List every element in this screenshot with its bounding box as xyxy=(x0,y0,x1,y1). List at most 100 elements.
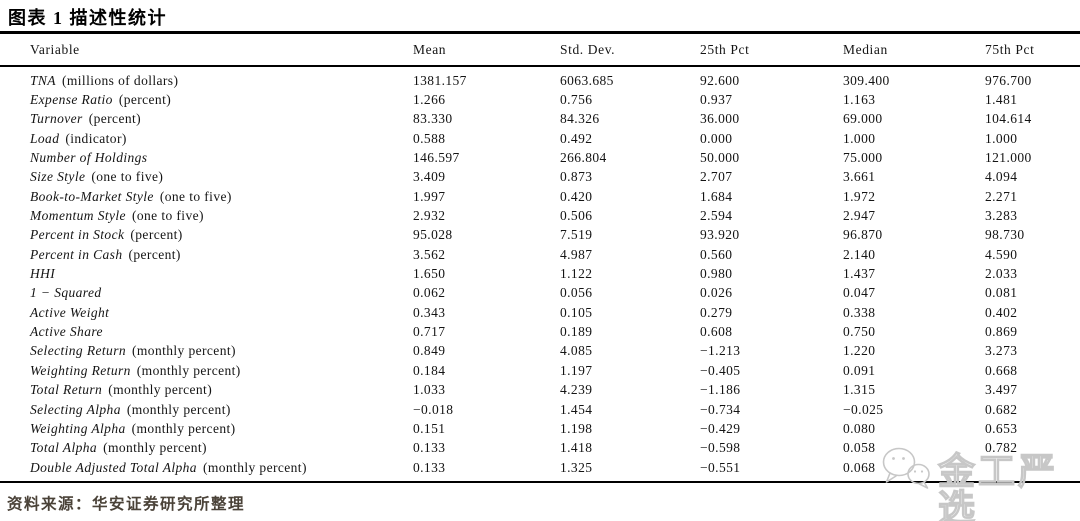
median-cell: 1.437 xyxy=(843,266,876,282)
pct25-cell: 93.920 xyxy=(700,227,740,243)
variable-name: Total Return xyxy=(30,382,103,398)
mean-cell: 0.133 xyxy=(413,459,446,475)
pct75-cell: 0.668 xyxy=(985,362,1018,378)
std-dev-cell: 4.085 xyxy=(560,343,593,359)
std-dev-cell: 0.056 xyxy=(560,285,593,301)
variable-name: Momentum Style xyxy=(30,208,126,224)
variable-name: Selecting Alpha xyxy=(30,401,121,417)
variable-name: Double Adjusted Total Alpha xyxy=(30,459,197,475)
pct25-cell: 36.000 xyxy=(700,111,740,127)
std-dev-cell: 6063.685 xyxy=(560,72,614,88)
col-header-std-dev: Std. Dev. xyxy=(560,42,616,57)
pct25-cell: −0.429 xyxy=(700,420,741,436)
pct75-cell: 0.402 xyxy=(985,304,1018,320)
median-cell: 309.400 xyxy=(843,72,890,88)
table-row: Weighting Return (monthly percent) 0.184 … xyxy=(0,361,1080,380)
pct25-cell: 0.980 xyxy=(700,266,733,282)
variable-cell: Double Adjusted Total Alpha (monthly perc… xyxy=(30,460,413,476)
pct25-cell: −0.405 xyxy=(700,362,741,378)
mean-cell: 1.997 xyxy=(413,188,446,204)
median-cell: 1.972 xyxy=(843,188,876,204)
table-row: Momentum Style (one to five) 2.932 0.506 … xyxy=(0,206,1080,225)
table-row: Load (indicator) 0.588 0.492 0.000 1.000 … xyxy=(0,129,1080,148)
std-dev-cell: 7.519 xyxy=(560,227,593,243)
pct75-cell: 1.481 xyxy=(985,92,1018,108)
median-cell: 0.047 xyxy=(843,285,876,301)
figure-title: 图表 1 描述性统计 xyxy=(8,8,167,28)
median-cell: 3.661 xyxy=(843,169,876,185)
variable-cell: Expense Ratio (percent) xyxy=(30,92,413,108)
table-row: Turnover (percent) 83.330 84.326 36.000 6… xyxy=(0,110,1080,129)
median-cell: 2.947 xyxy=(843,208,876,224)
table-header-row: Variable Mean Std. Dev. 25th Pct Median … xyxy=(0,42,1080,58)
pct25-cell: 92.600 xyxy=(700,72,740,88)
median-cell: 0.080 xyxy=(843,420,876,436)
table-row: Active Weight 0.343 0.105 0.279 0.338 0.… xyxy=(0,303,1080,322)
variable-cell: Load (indicator) xyxy=(30,131,413,147)
median-cell: 96.870 xyxy=(843,227,883,243)
mean-cell: 0.184 xyxy=(413,362,446,378)
pct75-cell: 3.497 xyxy=(985,382,1018,398)
mean-cell: 1.033 xyxy=(413,382,446,398)
mean-cell: 83.330 xyxy=(413,111,453,127)
table-row: TNA (millions of dollars) 1381.157 6063.6… xyxy=(0,71,1080,90)
pct75-cell: 104.614 xyxy=(985,111,1032,127)
variable-unit: (monthly percent) xyxy=(136,362,241,378)
variable-cell: Selecting Alpha (monthly percent) xyxy=(30,402,413,418)
pct25-cell: 0.608 xyxy=(700,324,733,340)
table-row: Weighting Alpha (monthly percent) 0.151 1… xyxy=(0,419,1080,438)
pct25-cell: −0.734 xyxy=(700,401,741,417)
mean-cell: 1381.157 xyxy=(413,72,467,88)
mean-cell: 1.266 xyxy=(413,92,446,108)
variable-unit: (percent) xyxy=(130,227,183,243)
table-body: TNA (millions of dollars) 1381.157 6063.6… xyxy=(0,71,1080,477)
variable-name: Number of Holdings xyxy=(30,150,148,166)
pct25-cell: 1.684 xyxy=(700,188,733,204)
mean-cell: 1.650 xyxy=(413,266,446,282)
median-cell: 1.220 xyxy=(843,343,876,359)
variable-name: Weighting Alpha xyxy=(30,420,126,436)
median-cell: −0.025 xyxy=(843,401,884,417)
col-header-75th-pct: 75th Pct xyxy=(985,42,1035,57)
pct75-cell: 1.000 xyxy=(985,130,1018,146)
pct25-cell: 0.026 xyxy=(700,285,733,301)
mean-cell: 0.062 xyxy=(413,285,446,301)
variable-name: Book-to-Market Style xyxy=(30,188,154,204)
pct25-cell: −1.186 xyxy=(700,382,741,398)
variable-cell: HHI xyxy=(30,266,413,282)
mean-cell: 0.849 xyxy=(413,343,446,359)
median-cell: 1.315 xyxy=(843,382,876,398)
variable-unit: (monthly percent) xyxy=(126,401,231,417)
std-dev-cell: 1.418 xyxy=(560,440,593,456)
variable-unit: (one to five) xyxy=(159,188,232,204)
mean-cell: 95.028 xyxy=(413,227,453,243)
variable-name: Weighting Return xyxy=(30,362,131,378)
pct25-cell: 0.937 xyxy=(700,92,733,108)
table-row: Percent in Stock (percent) 95.028 7.519 9… xyxy=(0,226,1080,245)
bottom-rule xyxy=(0,481,1080,483)
pct25-cell: −0.551 xyxy=(700,459,741,475)
table-row: HHI 1.650 1.122 0.980 1.437 2.033 xyxy=(0,264,1080,283)
pct75-cell: 0.782 xyxy=(985,440,1018,456)
variable-unit: (monthly percent) xyxy=(103,440,207,456)
variable-name: Percent in Cash xyxy=(30,246,123,262)
mean-cell: 3.409 xyxy=(413,169,446,185)
col-header-variable: Variable xyxy=(30,42,80,57)
table-row: Number of Holdings 146.597 266.804 50.00… xyxy=(0,148,1080,167)
header-rule xyxy=(0,65,1080,67)
mean-cell: −0.018 xyxy=(413,401,454,417)
std-dev-cell: 1.454 xyxy=(560,401,593,417)
col-header-median: Median xyxy=(843,42,888,57)
table-row: Selecting Alpha (monthly percent) −0.018 … xyxy=(0,400,1080,419)
pct75-cell: 121.000 xyxy=(985,150,1032,166)
std-dev-cell: 0.756 xyxy=(560,92,593,108)
pct25-cell: −1.213 xyxy=(700,343,741,359)
variable-unit: (monthly percent) xyxy=(131,420,236,436)
pct75-cell: 4.094 xyxy=(985,169,1018,185)
table-row: Active Share 0.717 0.189 0.608 0.750 0.8… xyxy=(0,322,1080,341)
pct25-cell: −0.598 xyxy=(700,440,741,456)
mean-cell: 146.597 xyxy=(413,150,460,166)
mean-cell: 2.932 xyxy=(413,208,446,224)
variable-unit: (monthly percent) xyxy=(108,382,213,398)
